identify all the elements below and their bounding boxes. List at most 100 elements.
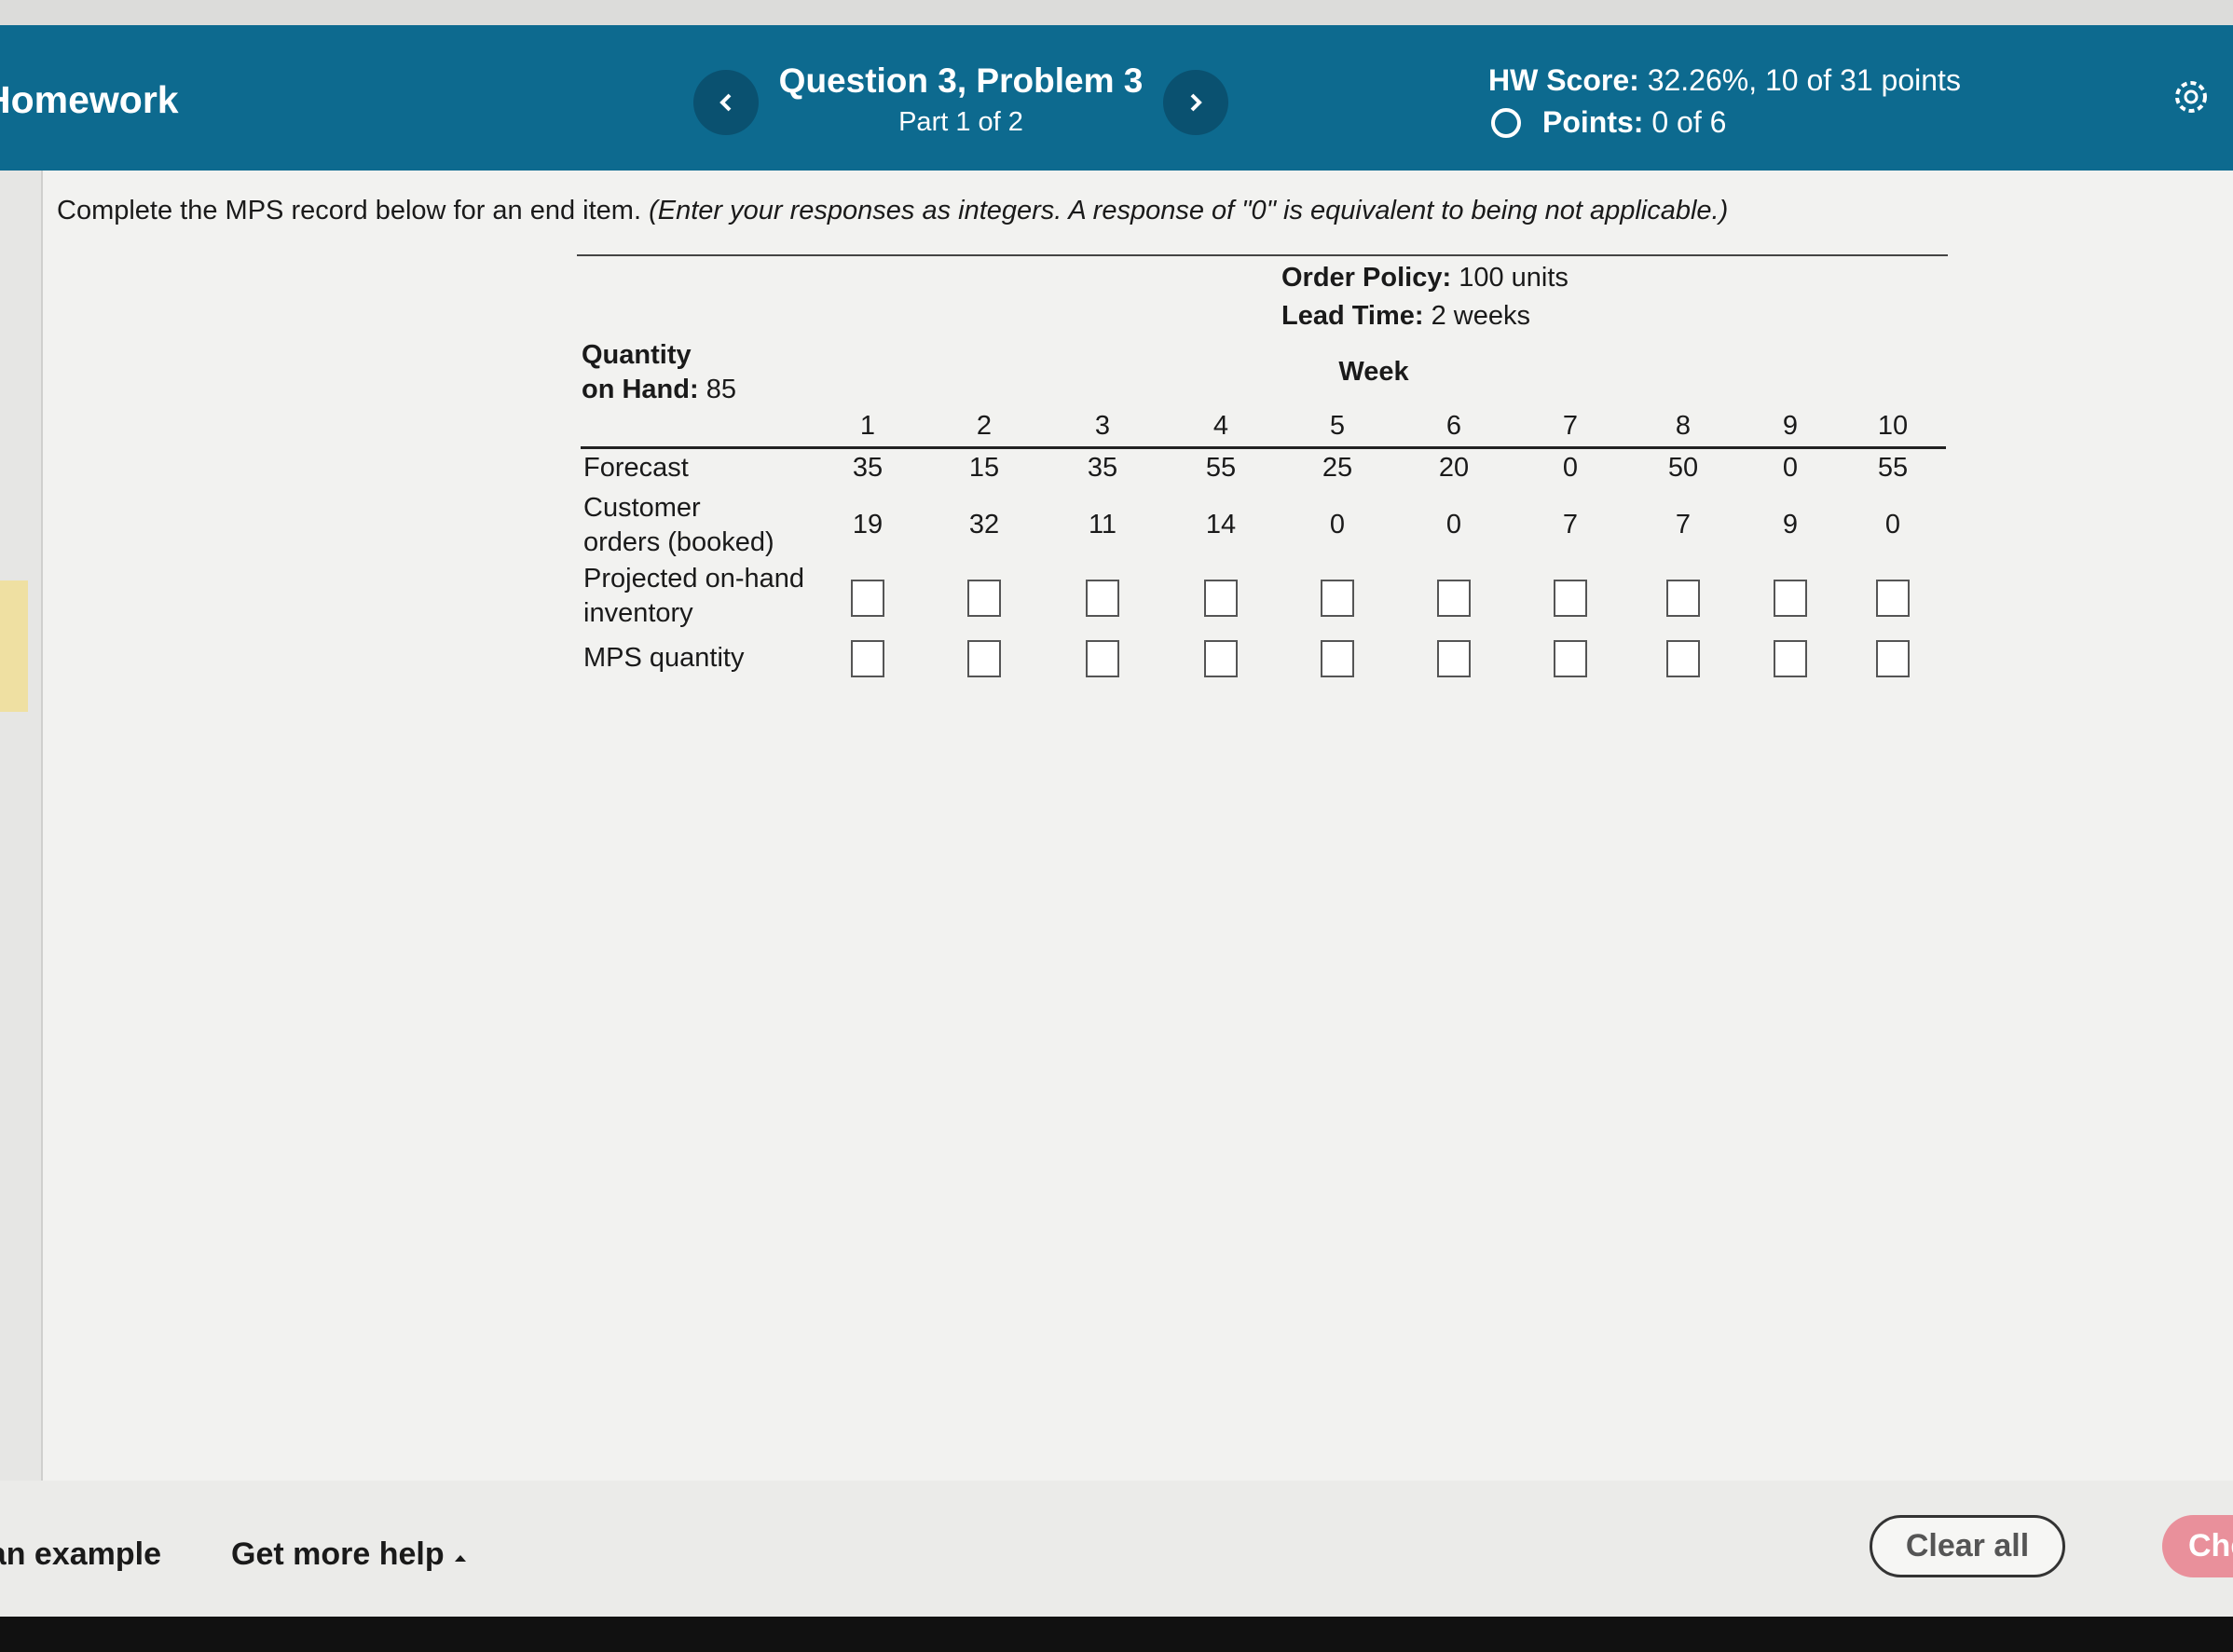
next-icon [1190, 93, 1202, 112]
answer-input[interactable] [1774, 580, 1807, 617]
cell-value: 32 [968, 510, 1000, 539]
answer-input[interactable] [1437, 580, 1471, 617]
week-number: 3 [1094, 411, 1111, 441]
cell-value: 0 [1782, 453, 1799, 483]
prev-button[interactable] [693, 70, 759, 135]
sidebar [0, 171, 43, 1481]
answer-input[interactable] [851, 640, 884, 677]
instruction-note: (Enter your responses as integers. A res… [649, 196, 1729, 225]
answer-input[interactable] [1554, 640, 1587, 677]
answer-input[interactable] [1086, 640, 1119, 677]
answer-input[interactable] [851, 580, 884, 617]
screen-bezel [0, 1617, 2233, 1652]
week-number: 10 [1877, 411, 1909, 441]
answer-input[interactable] [1321, 640, 1354, 677]
cell-value: 9 [1782, 510, 1799, 539]
answer-input[interactable] [1086, 580, 1119, 617]
header-bar: Homework Question 3, Problem 3 Part 1 of… [0, 25, 2233, 171]
row-label: MPS quantity [583, 643, 745, 673]
cell-value: 35 [852, 453, 884, 483]
cell-value: 55 [1205, 453, 1237, 483]
answer-input[interactable] [1876, 640, 1910, 677]
instruction-text: Complete the MPS record below for an end… [57, 196, 642, 225]
week-number: 9 [1782, 411, 1799, 441]
answer-input[interactable] [1666, 640, 1700, 677]
course-title: Homework [0, 78, 179, 121]
week-number: 1 [859, 411, 876, 441]
row-label: inventory [583, 598, 693, 628]
get-more-help-link[interactable]: Get more help [231, 1536, 468, 1573]
cell-value: 7 [1562, 510, 1579, 539]
next-button[interactable] [1163, 70, 1228, 135]
answer-input[interactable] [1204, 580, 1238, 617]
answer-input[interactable] [967, 640, 1001, 677]
instruction: Complete the MPS record below for an end… [57, 194, 1728, 227]
settings-button[interactable] [2170, 75, 2212, 118]
week-label: Week [1338, 357, 1409, 387]
cell-value: 0 [1562, 453, 1579, 483]
week-number: 4 [1212, 411, 1229, 441]
week-number: 8 [1675, 411, 1692, 441]
week-number: 5 [1329, 411, 1346, 441]
cell-value: 15 [968, 453, 1000, 483]
answer-input[interactable] [1666, 580, 1700, 617]
part-label: Part 1 of 2 [898, 107, 1023, 137]
check-answer-button[interactable]: Check answer [2162, 1515, 2233, 1577]
cell-value: 0 [1329, 510, 1346, 539]
points-label: Points: [1542, 105, 1644, 139]
answer-input[interactable] [1554, 580, 1587, 617]
cell-value: 35 [1087, 453, 1118, 483]
order-policy-label: Order Policy: [1281, 263, 1452, 293]
order-policy-value: 100 units [1459, 263, 1569, 293]
cell-value: 25 [1322, 453, 1353, 483]
row-label: orders (booked) [583, 527, 774, 557]
help-arrow [455, 1555, 467, 1562]
lead-time-value: 2 weeks [1431, 301, 1531, 331]
table-header-rule [581, 446, 1946, 449]
answer-input[interactable] [1437, 640, 1471, 677]
cell-value: 11 [1088, 510, 1117, 539]
browser-strip [0, 0, 2233, 25]
lead-time-label: Lead Time: [1281, 301, 1424, 331]
question-title: Question 3, Problem 3 [778, 61, 1144, 100]
row-label: Forecast [583, 453, 689, 483]
answer-input[interactable] [1321, 580, 1354, 617]
help-text: Get more help [231, 1536, 445, 1572]
lead-time: Lead Time: 2 weeks [1281, 301, 1530, 332]
answer-input[interactable] [1876, 580, 1910, 617]
points-icon [1491, 108, 1521, 138]
quantity-value: 85 [706, 375, 736, 404]
clear-all-button[interactable]: Clear all [1870, 1515, 2065, 1577]
quantity-label: Quantity [582, 340, 692, 370]
hw-score-label: HW Score: [1488, 63, 1639, 97]
answer-input[interactable] [1774, 640, 1807, 677]
week-number: 6 [1445, 411, 1462, 441]
footer: View an example Get more help Clear all … [0, 1481, 2233, 1617]
row-label: Projected on-hand [583, 564, 804, 594]
answer-input[interactable] [1204, 640, 1238, 677]
week-number: 7 [1562, 411, 1579, 441]
answer-input[interactable] [967, 580, 1001, 617]
cell-value: 0 [1884, 510, 1901, 539]
cell-value: 14 [1205, 510, 1237, 539]
week-number: 2 [976, 411, 993, 441]
table-top-rule [577, 254, 1948, 256]
cell-value: 0 [1445, 510, 1462, 539]
content [43, 171, 2233, 1481]
cell-value: 20 [1438, 453, 1470, 483]
points: Points: 0 of 6 [1542, 104, 1726, 140]
hw-score-value: 32.26%, 10 of 31 points [1647, 63, 1961, 97]
prev-icon [719, 93, 732, 112]
cell-value: 55 [1877, 453, 1909, 483]
quantity-on-hand: on Hand: 85 [582, 375, 736, 405]
sidebar-marker [0, 580, 28, 712]
points-value: 0 of 6 [1651, 105, 1727, 139]
view-example-link[interactable]: View an example [0, 1536, 161, 1572]
order-policy: Order Policy: 100 units [1281, 263, 1569, 294]
cell-value: 19 [852, 510, 884, 539]
row-label: Customer [583, 493, 701, 523]
cell-value: 7 [1675, 510, 1692, 539]
quantity-label: on Hand: [582, 375, 699, 404]
cell-value: 50 [1667, 453, 1699, 483]
